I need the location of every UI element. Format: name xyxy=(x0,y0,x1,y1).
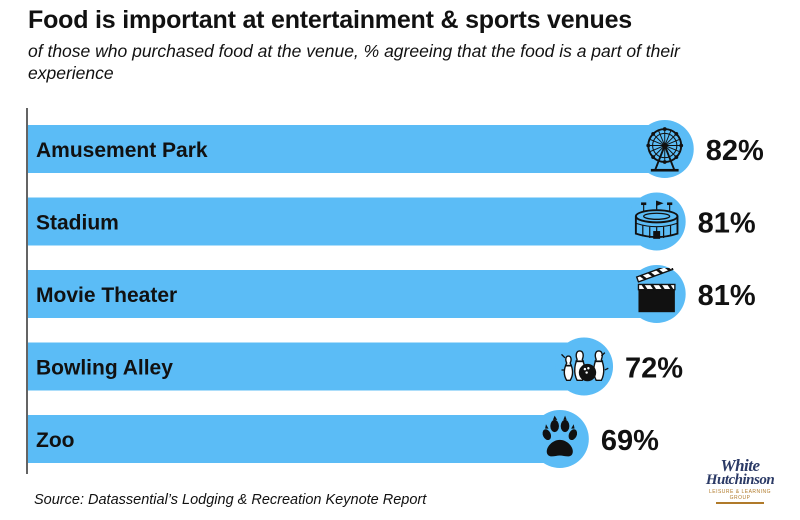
value-label: 82% xyxy=(706,135,764,167)
white-hutchinson-logo: White Hutchinson LEISURE & LEARNING GROU… xyxy=(700,456,780,514)
logo-rule xyxy=(716,502,764,504)
category-label: Stadium xyxy=(36,212,119,235)
value-label: 81% xyxy=(698,280,756,312)
bar-stadium xyxy=(28,197,653,246)
value-label: 72% xyxy=(625,353,683,385)
logo-line1: White xyxy=(720,456,760,475)
bar-end-circle xyxy=(530,410,589,468)
value-label: 81% xyxy=(698,208,756,240)
category-label: Bowling Alley xyxy=(36,357,173,380)
category-label: Zoo xyxy=(36,429,74,452)
category-label: Movie Theater xyxy=(36,284,177,307)
bar-chart: Amusement Park 82% Stadium 81% Movie Theater… xyxy=(26,108,764,474)
chart-title: Food is important at entertainment & spo… xyxy=(28,6,632,34)
category-label: Amusement Park xyxy=(36,139,208,162)
source-note: Source: Datassential’s Lodging & Recreat… xyxy=(34,492,427,508)
value-label: 69% xyxy=(601,425,659,457)
bar-amusement-park xyxy=(28,125,661,173)
bar-movie-theater xyxy=(28,270,653,318)
chart-subtitle: of those who purchased food at the venue… xyxy=(28,41,680,83)
bar-zoo xyxy=(28,415,556,463)
logo-tagline: LEISURE & LEARNING GROUP xyxy=(708,489,772,501)
logo-line2: Hutchinson xyxy=(705,472,775,488)
bar-bowling-alley xyxy=(28,342,581,391)
